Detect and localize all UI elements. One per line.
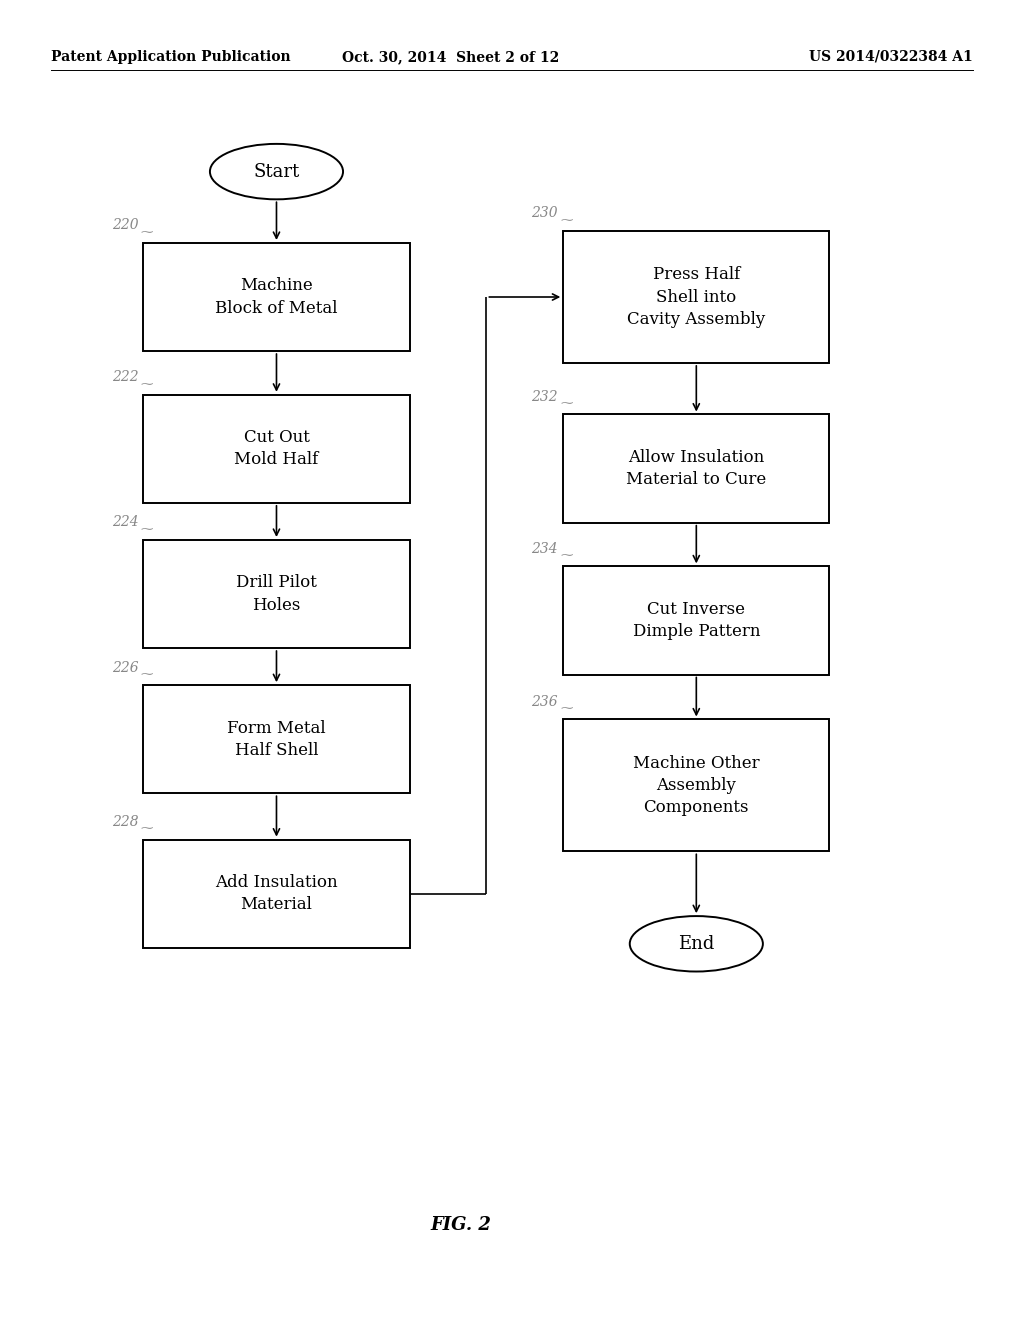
Text: 222: 222 xyxy=(112,370,138,384)
Text: Press Half
Shell into
Cavity Assembly: Press Half Shell into Cavity Assembly xyxy=(627,267,766,327)
Bar xyxy=(143,685,410,793)
Text: ⁓: ⁓ xyxy=(140,378,153,391)
Text: ⁓: ⁓ xyxy=(140,523,153,536)
Text: 226: 226 xyxy=(112,660,138,675)
Text: ⁓: ⁓ xyxy=(560,214,572,227)
Text: ⁓: ⁓ xyxy=(140,668,153,681)
Text: Drill Pilot
Holes: Drill Pilot Holes xyxy=(237,574,316,614)
Text: 236: 236 xyxy=(531,694,558,709)
Text: Allow Insulation
Material to Cure: Allow Insulation Material to Cure xyxy=(627,449,766,488)
Bar xyxy=(143,243,410,351)
Text: ⁓: ⁓ xyxy=(140,822,153,836)
Text: Oct. 30, 2014  Sheet 2 of 12: Oct. 30, 2014 Sheet 2 of 12 xyxy=(342,50,559,63)
Bar xyxy=(563,719,829,851)
Text: ⁓: ⁓ xyxy=(560,702,572,715)
Text: 228: 228 xyxy=(112,814,138,829)
Text: End: End xyxy=(678,935,715,953)
Bar xyxy=(143,540,410,648)
Text: 230: 230 xyxy=(531,206,558,220)
Text: Patent Application Publication: Patent Application Publication xyxy=(51,50,291,63)
Text: Cut Out
Mold Half: Cut Out Mold Half xyxy=(234,429,318,469)
Ellipse shape xyxy=(210,144,343,199)
Text: Form Metal
Half Shell: Form Metal Half Shell xyxy=(227,719,326,759)
Bar xyxy=(143,395,410,503)
Text: ⁓: ⁓ xyxy=(560,397,572,411)
Text: 232: 232 xyxy=(531,389,558,404)
Text: 224: 224 xyxy=(112,515,138,529)
Text: ⁓: ⁓ xyxy=(140,226,153,239)
Text: Machine
Block of Metal: Machine Block of Metal xyxy=(215,277,338,317)
Text: FIG. 2: FIG. 2 xyxy=(430,1216,492,1234)
Text: 220: 220 xyxy=(112,218,138,232)
Bar xyxy=(563,231,829,363)
Text: ⁓: ⁓ xyxy=(560,549,572,562)
Text: Add Insulation
Material: Add Insulation Material xyxy=(215,874,338,913)
Bar xyxy=(143,840,410,948)
Text: Machine Other
Assembly
Components: Machine Other Assembly Components xyxy=(633,755,760,816)
Text: Cut Inverse
Dimple Pattern: Cut Inverse Dimple Pattern xyxy=(633,601,760,640)
Text: 234: 234 xyxy=(531,541,558,556)
Text: Start: Start xyxy=(253,162,300,181)
Bar xyxy=(563,414,829,523)
Text: US 2014/0322384 A1: US 2014/0322384 A1 xyxy=(809,50,973,63)
Bar xyxy=(563,566,829,675)
Ellipse shape xyxy=(630,916,763,972)
